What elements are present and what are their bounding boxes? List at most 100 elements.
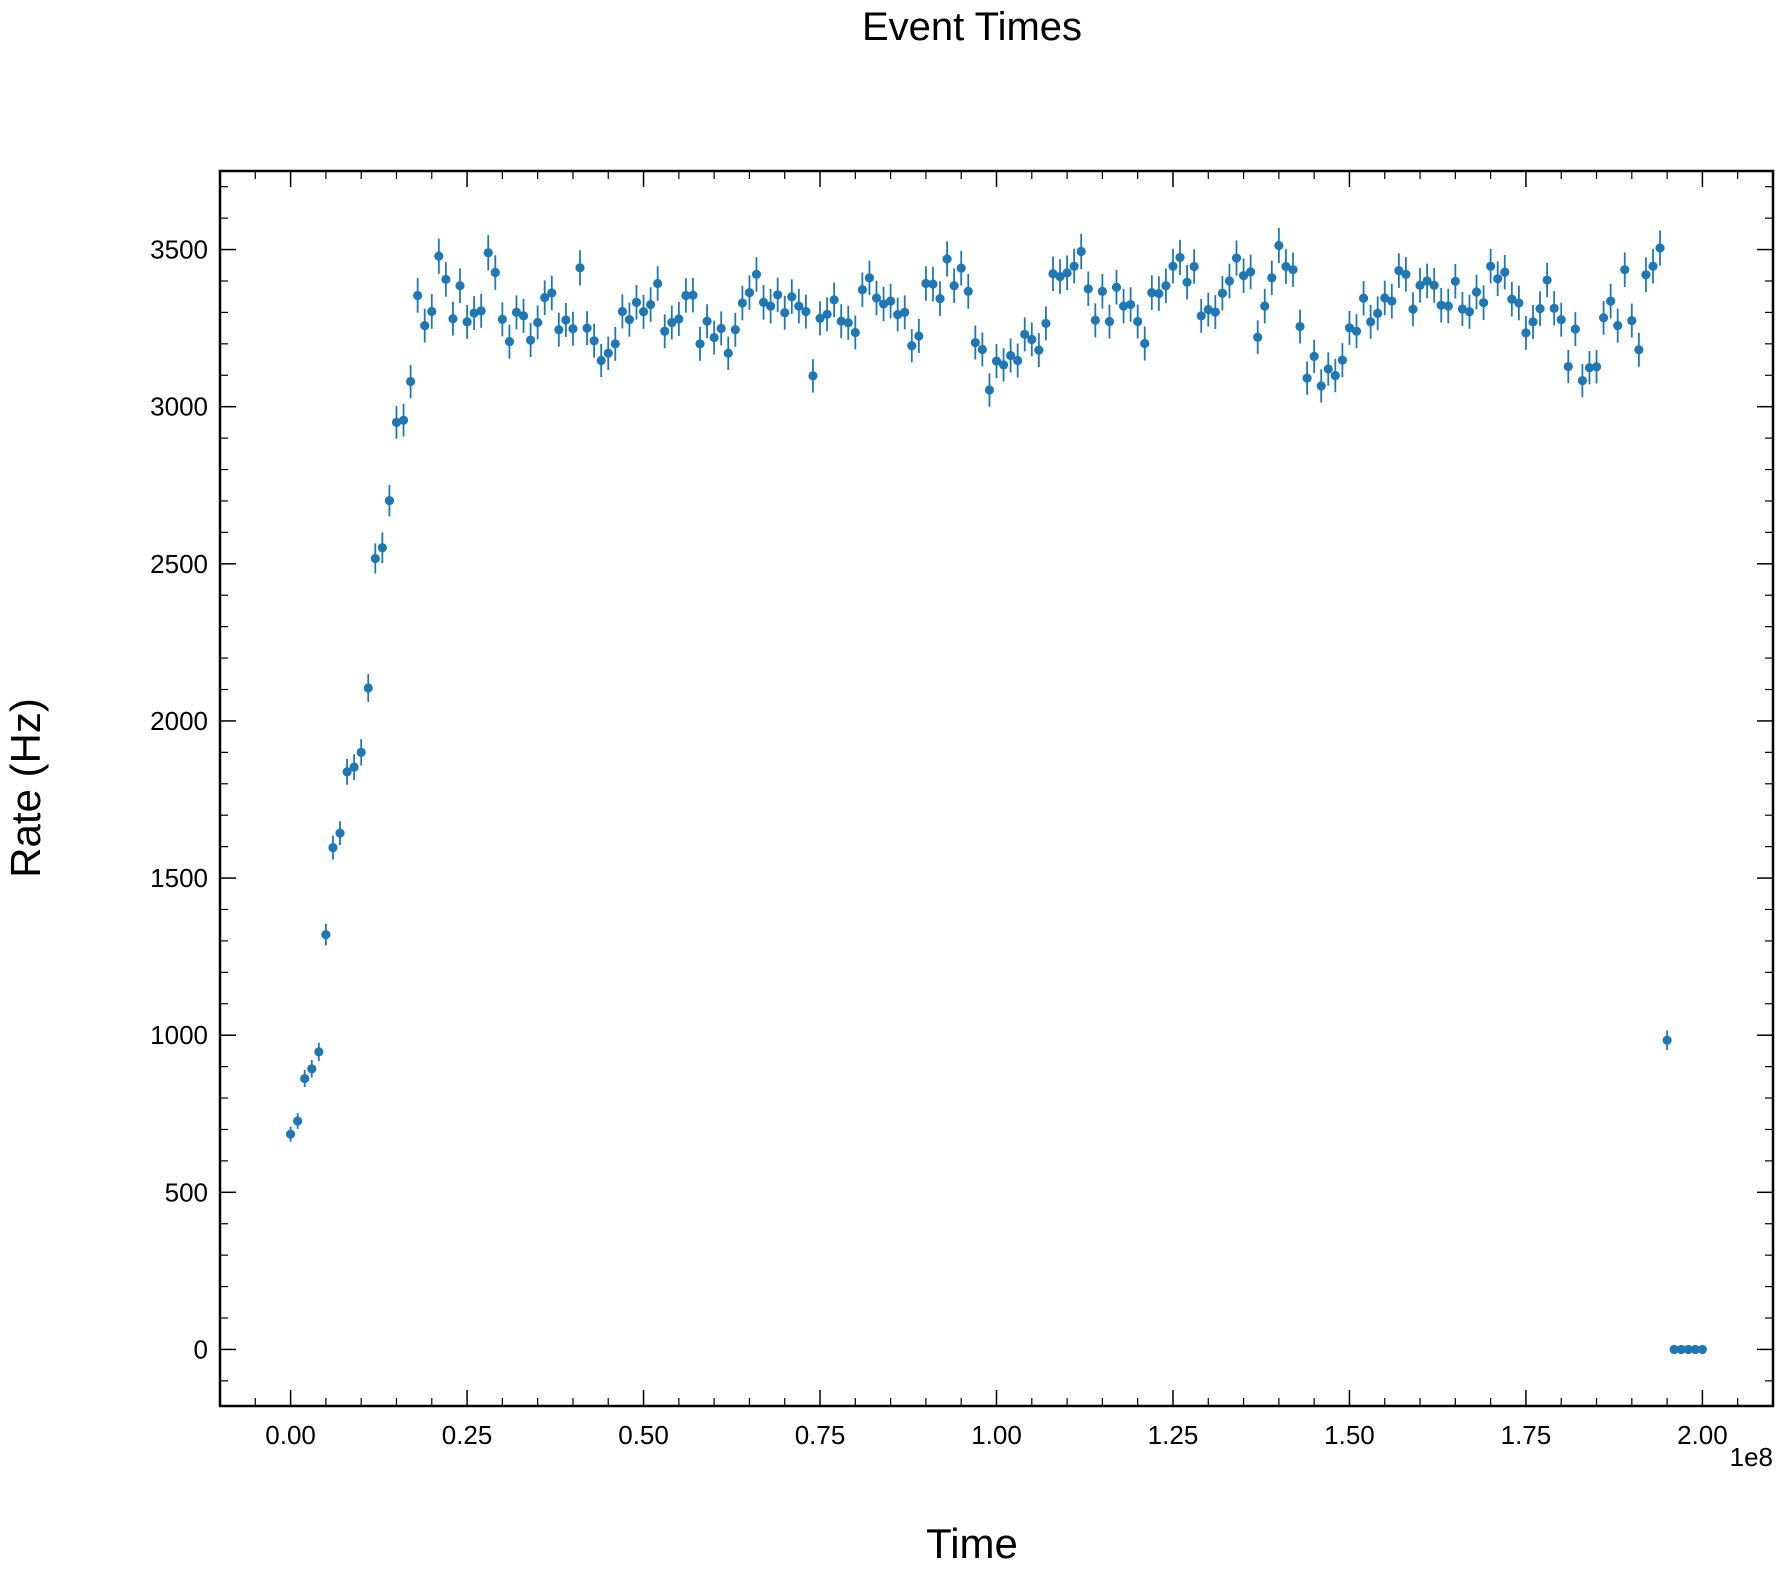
data-point — [780, 308, 790, 318]
data-point — [1083, 284, 1093, 294]
data-point — [963, 286, 973, 296]
data-point — [836, 316, 846, 326]
data-point — [1168, 261, 1178, 271]
data-point — [349, 762, 359, 772]
data-markers — [285, 227, 1708, 1355]
y-tick-label: 3500 — [150, 235, 208, 265]
data-point — [681, 290, 691, 301]
data-point — [1062, 268, 1072, 278]
data-point — [1260, 301, 1270, 311]
y-tick-labels: 0 500 1000 1500 2000 2500 3000 3500 — [150, 235, 208, 1365]
axis-ticks — [219, 171, 1774, 1406]
data-point — [1697, 1344, 1708, 1355]
data-point — [1161, 281, 1171, 291]
data-point — [942, 254, 952, 264]
data-point — [476, 306, 486, 316]
data-point — [1500, 267, 1510, 277]
data-point — [1274, 240, 1284, 251]
chart-title: Event Times — [862, 5, 1082, 49]
data-point — [1683, 1344, 1693, 1355]
data-point — [1676, 1344, 1686, 1355]
data-point — [526, 335, 536, 345]
data-point — [646, 299, 656, 310]
x-tick-label: 1.25 — [1148, 1420, 1199, 1450]
data-point — [1584, 363, 1595, 373]
data-point — [363, 683, 373, 693]
data-point — [1535, 304, 1545, 314]
data-point — [1380, 293, 1390, 303]
data-point — [1387, 296, 1397, 306]
data-point — [808, 371, 818, 381]
data-point — [1556, 315, 1566, 325]
x-tick-label: 1.00 — [971, 1420, 1022, 1450]
data-point — [1401, 269, 1411, 279]
data-point — [843, 318, 853, 328]
data-point — [575, 263, 585, 273]
data-point — [1394, 266, 1404, 276]
data-point — [751, 269, 762, 279]
data-point — [384, 496, 395, 506]
data-point — [702, 316, 712, 326]
data-point — [434, 251, 444, 261]
data-point — [1598, 313, 1609, 323]
data-point — [554, 325, 564, 335]
data-point — [469, 308, 479, 318]
data-point — [1669, 1344, 1679, 1355]
data-point — [1048, 269, 1058, 279]
data-point — [1514, 298, 1524, 308]
data-point — [949, 281, 959, 291]
data-point — [1471, 287, 1482, 297]
data-point — [1069, 261, 1079, 271]
x-tick-label: 2.00 — [1677, 1420, 1728, 1450]
data-point — [1450, 276, 1460, 286]
data-point — [1613, 321, 1623, 331]
data-point — [984, 385, 995, 395]
x-tick-label: 1.50 — [1324, 1420, 1375, 1450]
data-point — [568, 324, 578, 334]
data-point — [617, 306, 627, 317]
data-point — [547, 288, 557, 298]
data-point — [1027, 334, 1037, 345]
data-point — [1641, 270, 1651, 280]
data-point — [582, 323, 592, 333]
data-point — [1140, 338, 1150, 349]
data-point — [1182, 277, 1192, 287]
data-point — [1302, 373, 1312, 383]
data-point — [638, 307, 649, 317]
data-point — [1041, 318, 1051, 329]
y-tick-label: 3000 — [150, 392, 208, 422]
data-point — [342, 767, 352, 777]
data-point — [1443, 301, 1453, 311]
data-point — [497, 314, 507, 324]
data-point — [285, 1129, 296, 1139]
data-point — [1429, 280, 1439, 290]
y-tick-label: 1500 — [150, 863, 208, 893]
data-point — [1316, 381, 1326, 391]
data-point — [483, 248, 493, 258]
data-point — [1457, 304, 1467, 314]
data-point — [737, 298, 747, 308]
y-tick-label: 1000 — [150, 1020, 208, 1050]
data-point — [794, 301, 804, 311]
data-point — [314, 1047, 324, 1057]
data-point — [695, 339, 705, 349]
y-tick-label: 500 — [165, 1177, 208, 1207]
data-point — [900, 307, 910, 318]
data-point — [1366, 317, 1376, 327]
data-point — [886, 296, 896, 306]
data-point — [1478, 298, 1489, 308]
x-tick-label: 0.75 — [795, 1420, 846, 1450]
data-point — [490, 267, 500, 278]
data-point — [1210, 307, 1220, 317]
data-point — [504, 337, 515, 347]
data-point — [1295, 321, 1305, 332]
data-point — [723, 348, 733, 358]
data-point — [1217, 288, 1227, 298]
data-point — [1055, 271, 1065, 282]
data-point — [1020, 329, 1030, 340]
data-point — [1104, 316, 1115, 327]
data-point — [1118, 301, 1129, 311]
data-point — [413, 290, 423, 301]
data-point — [1408, 304, 1418, 314]
data-point — [928, 279, 938, 289]
